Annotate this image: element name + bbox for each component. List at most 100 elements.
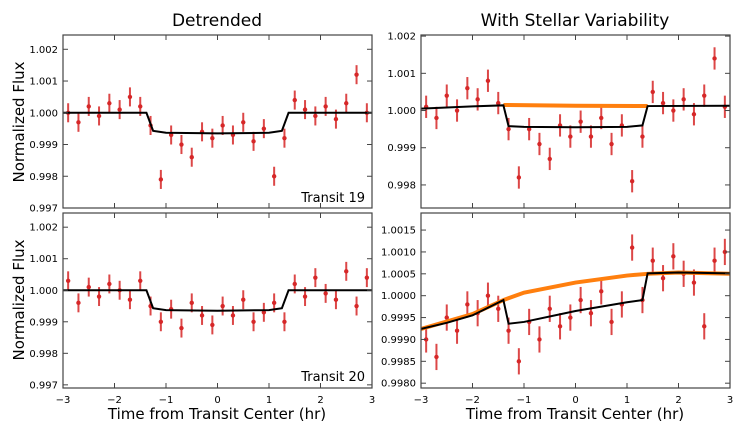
data-point	[485, 293, 491, 298]
y-tick-label: 0.9980	[381, 379, 416, 390]
data-point	[423, 337, 429, 342]
data-point	[660, 275, 666, 281]
x-tick-label: 1	[266, 395, 272, 406]
data-point	[241, 120, 246, 125]
x-tick-label: 3	[369, 395, 375, 406]
xlabel-right: Time from Transit Center (hr)	[465, 405, 684, 423]
data-point	[96, 113, 102, 119]
data-point	[127, 297, 133, 302]
data-point	[609, 319, 614, 325]
ylabel-bottom: Normalized Flux	[10, 239, 28, 360]
stellar-variability-curve	[503, 102, 648, 109]
transit-model-curve	[421, 104, 730, 129]
data-point	[241, 297, 246, 302]
y-tick-label: 1.002	[29, 223, 58, 234]
data-point	[292, 97, 297, 103]
plot-area	[421, 234, 730, 375]
data-point	[465, 302, 470, 307]
y-tick-label: 1.0005	[381, 269, 416, 280]
data-point	[138, 104, 143, 109]
x-tick-label: −2	[107, 395, 122, 406]
transit-model-curve	[63, 111, 372, 135]
data-point	[158, 319, 164, 324]
y-tick-label: 0.999	[29, 140, 58, 151]
data-point	[691, 112, 697, 117]
panel-0: 0.997 0.998 0.999 1.000 1.001 1.002	[29, 34, 373, 215]
y-tick-label: 1.0015	[381, 226, 416, 237]
data-point	[712, 258, 717, 263]
data-point	[434, 354, 439, 360]
data-point	[660, 100, 666, 106]
data-point	[354, 303, 359, 309]
data-point	[344, 269, 349, 274]
data-point	[599, 289, 604, 294]
y-tick-label: 0.997	[29, 204, 58, 215]
data-point	[220, 303, 225, 309]
data-point	[333, 116, 339, 122]
x-tick-label: −1	[159, 395, 174, 406]
data-point	[107, 101, 112, 106]
y-tick-label: 0.998	[29, 172, 58, 183]
data-point	[210, 322, 215, 328]
data-point	[475, 97, 480, 102]
panel-1: 0.998 0.999 1.000 1.001 1.002	[387, 32, 731, 209]
data-point	[537, 337, 542, 342]
data-point	[271, 300, 277, 306]
panel-2: −3 −2 −1 0 1 2 3 0.997 0.998 0.999 1.000 1.001 1.002	[29, 212, 375, 406]
y-tick-label: 0.9995	[381, 313, 416, 324]
axes-frame	[62, 34, 373, 209]
y-tick-label: 0.998	[29, 349, 58, 360]
data-point	[702, 324, 707, 329]
x-tick-label: −3	[56, 395, 71, 406]
x-tick-label: 0	[214, 395, 220, 406]
data-point	[251, 319, 256, 324]
data-point	[454, 328, 460, 333]
y-tick-label: 1.000	[29, 108, 58, 119]
y-tick-label: 1.002	[387, 32, 416, 43]
data-point	[465, 86, 470, 91]
data-point	[189, 300, 194, 306]
y-tick-label: 1.001	[29, 254, 58, 265]
data-point	[722, 249, 728, 255]
y-tick-label: 1.0010	[381, 247, 416, 258]
title-detrended: Detrended	[172, 11, 262, 31]
y-tick-label: 0.997	[29, 380, 58, 391]
data-point	[547, 156, 552, 162]
data-point	[568, 315, 573, 320]
data-point	[354, 72, 359, 77]
data-point	[609, 141, 614, 147]
data-point	[313, 275, 318, 280]
data-point	[588, 134, 594, 139]
data-point	[434, 115, 439, 121]
y-tick-label: 1.000	[29, 286, 58, 297]
x-tick-label: 2	[317, 395, 323, 406]
data-point	[578, 297, 583, 303]
data-point	[712, 56, 717, 61]
data-point	[506, 328, 511, 333]
x-tick-label: −1	[517, 395, 532, 406]
data-point	[702, 93, 707, 98]
data-point	[547, 306, 552, 312]
data-point	[364, 275, 370, 280]
data-point	[323, 291, 328, 296]
plot-area	[421, 47, 730, 193]
transit-19-label: Transit 19	[300, 191, 365, 206]
y-tick-label: 0.999	[387, 143, 416, 154]
data-point	[599, 115, 604, 121]
data-point	[691, 280, 697, 285]
data-point	[292, 281, 297, 287]
data-point	[138, 278, 143, 283]
data-point	[251, 139, 256, 144]
data-point	[76, 120, 81, 125]
data-point	[578, 119, 583, 124]
data-point	[485, 78, 491, 83]
plot-area	[63, 65, 372, 189]
x-tick-label: 0	[572, 395, 578, 406]
data-point	[323, 104, 328, 109]
data-point	[158, 177, 164, 182]
y-tick-label: 1.0000	[381, 291, 416, 302]
x-tick-label: 1	[624, 395, 630, 406]
y-tick-label: 0.9985	[381, 357, 416, 368]
y-tick-label: 1.002	[29, 45, 58, 56]
